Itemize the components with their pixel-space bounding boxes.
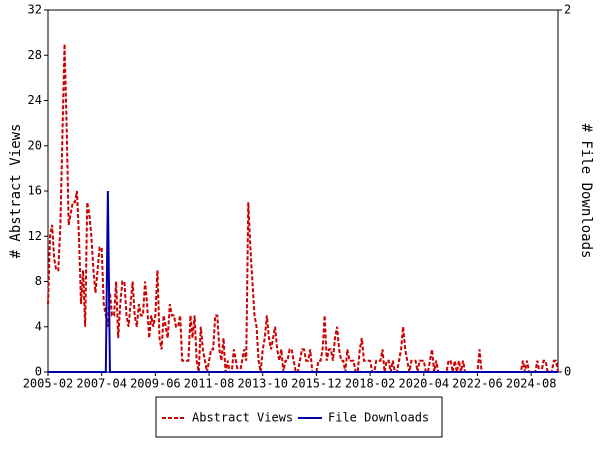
y-tick-label: 24 [28, 93, 42, 107]
x-tick-label: 2007-04 [76, 377, 127, 391]
x-tick-label: 2020-04 [399, 377, 450, 391]
y-tick-label: 12 [28, 229, 42, 243]
series-line [47, 43, 559, 373]
y-tick-label: 8 [35, 274, 42, 288]
y-tick-label: 16 [28, 184, 42, 198]
y-tick-label: 20 [28, 138, 42, 152]
y2-tick-label: 2 [564, 3, 571, 17]
y-tick-label: 4 [35, 319, 42, 333]
plot-frame [47, 9, 559, 373]
x-tick-label: 2024-08 [506, 377, 557, 391]
legend-label: File Downloads [328, 411, 429, 425]
x-tick-label: 2018-02 [345, 377, 396, 391]
y-tick-label: 32 [28, 3, 42, 17]
x-tick-label: 2011-08 [184, 377, 235, 391]
y2-axis-label: # File Downloads [578, 124, 594, 259]
y2-tick-label: 0 [564, 365, 571, 379]
x-tick-label: 2013-10 [237, 377, 288, 391]
y-tick-label: 28 [28, 48, 42, 62]
x-tick-label: 2015-12 [291, 377, 342, 391]
y-tick-label: 0 [35, 365, 42, 379]
y-axis-label: # Abstract Views [8, 124, 24, 259]
legend-label: Abstract Views [192, 411, 293, 425]
x-tick-label: 2005-02 [23, 377, 74, 391]
x-tick-label: 2022-06 [452, 377, 503, 391]
x-tick-label: 2009-06 [130, 377, 181, 391]
series-line [48, 190, 558, 373]
